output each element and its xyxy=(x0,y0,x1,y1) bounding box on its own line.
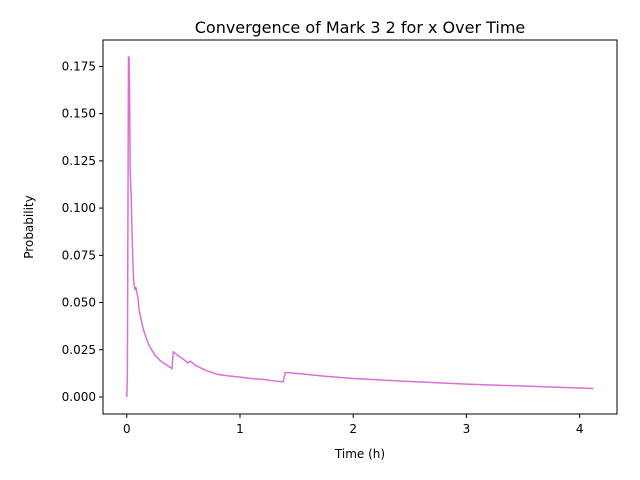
plot-frame xyxy=(102,39,618,415)
x-tick-label: 4 xyxy=(576,422,584,436)
x-tick-label: 3 xyxy=(463,422,471,436)
x-axis: 0 1 2 3 4 xyxy=(123,414,584,436)
y-tick-label: 0.125 xyxy=(62,154,96,168)
x-tick-label: 2 xyxy=(349,422,357,436)
chart-title: Convergence of Mark 3 2 for x Over Time xyxy=(195,18,526,37)
y-tick-label: 0.175 xyxy=(62,59,96,73)
y-tick-label: 0.150 xyxy=(62,107,96,121)
y-tick-label: 0.075 xyxy=(62,248,96,262)
probability-line xyxy=(126,56,594,398)
x-tick-label: 0 xyxy=(123,422,131,436)
y-tick-label: 0.100 xyxy=(62,201,96,215)
y-axis: 0.000 0.025 0.050 0.075 0.100 0.125 0.150 0.175 xyxy=(62,59,103,404)
y-axis-label: Probability xyxy=(22,195,36,258)
y-tick-label: 0.025 xyxy=(62,343,96,357)
x-axis-label: Time (h) xyxy=(334,447,385,461)
y-tick-label: 0.000 xyxy=(62,390,96,404)
y-tick-label: 0.050 xyxy=(62,296,96,310)
x-tick-label: 1 xyxy=(236,422,244,436)
